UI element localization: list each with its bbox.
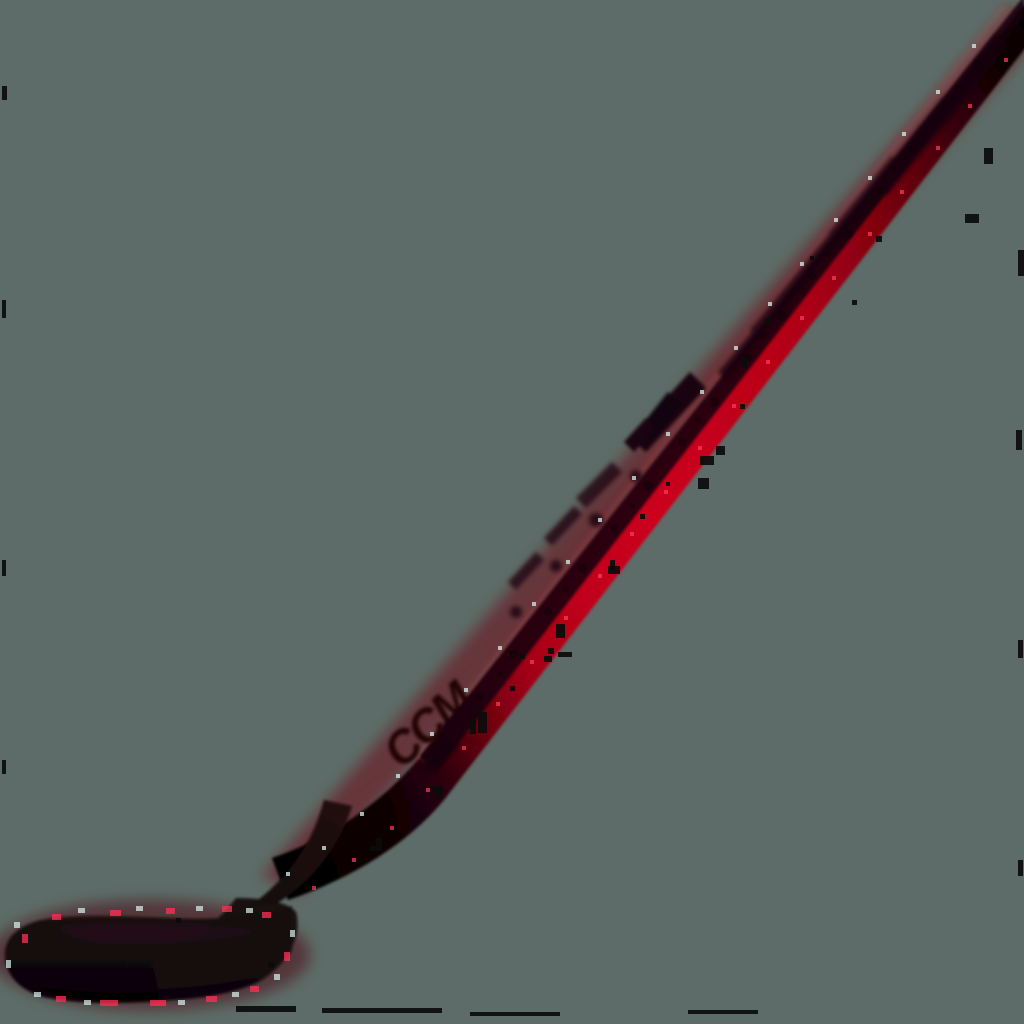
- compression-speckle: [716, 446, 725, 455]
- compression-speckle: [322, 1008, 442, 1013]
- compression-speckle: [610, 560, 615, 570]
- compression-speckle: [984, 148, 993, 164]
- shaft-texture-speckle: [476, 59, 983, 700]
- compression-speckle: [236, 1006, 296, 1012]
- compression-speckle: [268, 962, 274, 968]
- compression-speckle: [766, 318, 772, 324]
- compression-speckle: [478, 712, 487, 733]
- compression-speckle: [876, 236, 882, 242]
- compression-speckle: [376, 838, 382, 850]
- compression-speckle: [470, 1012, 560, 1016]
- compression-speckle: [370, 846, 382, 851]
- shaft-mid-accents: [508, 462, 642, 618]
- compression-fringe: [6, 44, 1008, 1006]
- compression-speckle: [852, 300, 857, 305]
- compression-speckle: [176, 918, 181, 923]
- compression-speckle: [866, 196, 871, 201]
- compression-speckle: [666, 482, 670, 486]
- compression-speckle: [742, 356, 747, 368]
- compression-speckle: [436, 786, 442, 799]
- compression-speckle: [740, 404, 745, 409]
- compression-speckle: [1018, 860, 1023, 876]
- compression-speckle: [810, 256, 814, 260]
- compression-speckle: [1016, 430, 1022, 450]
- compression-speckle: [544, 656, 552, 662]
- compression-speckle: [640, 514, 645, 519]
- compression-speckle: [558, 652, 572, 657]
- compression-speckle: [698, 478, 709, 489]
- compression-speckle: [2, 300, 6, 318]
- compression-speckle: [548, 648, 554, 654]
- compression-speckle: [965, 214, 979, 223]
- compression-speckle: [688, 1010, 758, 1014]
- compression-speckle: [608, 566, 620, 574]
- compression-speckle: [2, 86, 7, 100]
- compression-speckle: [2, 560, 6, 576]
- brand-slash-graphic: [624, 372, 706, 452]
- compression-speckle: [470, 720, 476, 734]
- compression-speckle: [2, 760, 6, 774]
- stick-blade: [4, 800, 352, 1003]
- compression-speckle: [556, 624, 565, 638]
- compression-speckle: [520, 654, 525, 659]
- compression-speckle: [510, 686, 515, 691]
- compression-speckle: [1018, 250, 1024, 276]
- compression-speckle: [1018, 640, 1023, 658]
- compression-speckle: [700, 456, 714, 465]
- shaft-lower-accents: [420, 696, 482, 776]
